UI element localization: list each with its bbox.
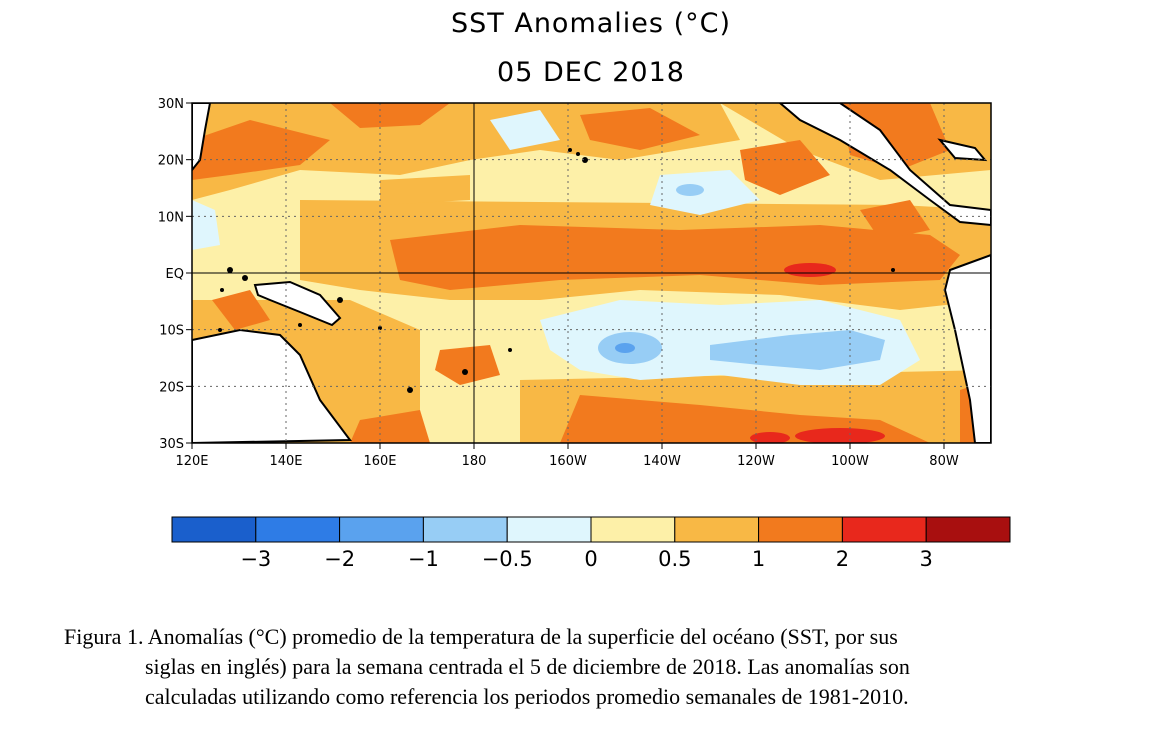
lon-tick-label: 180 — [462, 454, 487, 469]
lat-tick-label: 10N — [158, 210, 184, 225]
lon-tick-label: 100W — [831, 454, 869, 469]
reference-lines — [192, 103, 991, 443]
lon-tick-label: 160W — [549, 454, 587, 469]
colorbar: −3 −2 −1 −0.5 0 0.5 1 2 3 — [171, 516, 1011, 571]
colorbar-swatch — [841, 516, 927, 543]
figure-caption: Figura 1. Anomalías (°C) promedio de la … — [64, 622, 1104, 712]
lon-tick-label: 140E — [269, 454, 302, 469]
colorbar-swatch — [674, 516, 760, 543]
lon-tick-label: 80W — [929, 454, 959, 469]
longitude-axis: 120E 140E 160E 180 160W 140W 120W 100W 80W — [175, 443, 959, 469]
colorbar-tick-label: −1 — [408, 547, 439, 571]
colorbar-tick-label: 2 — [836, 547, 849, 571]
colorbar-swatch — [590, 516, 676, 543]
caption-line-2: siglas en inglés) para la semana centrad… — [145, 654, 910, 679]
caption-line-1: Figura 1. Anomalías (°C) promedio de la … — [64, 624, 898, 649]
colorbar-tick-label: 1 — [752, 547, 765, 571]
lon-tick-label: 120E — [175, 454, 208, 469]
colorbar-swatch — [339, 516, 424, 543]
lon-tick-label: 160E — [363, 454, 396, 469]
lat-tick-label: 20S — [159, 380, 184, 395]
colorbar-swatch — [506, 516, 592, 543]
colorbar-tick-label: −3 — [240, 547, 271, 571]
colorbar-swatch — [925, 516, 1011, 543]
colorbar-tick-label: 0 — [584, 547, 597, 571]
caption-line-3: calculadas utilizando como referencia lo… — [145, 684, 909, 709]
colorbar-tick-label: 0.5 — [658, 547, 691, 571]
colorbar-swatch — [171, 516, 257, 543]
colorbar-swatch — [422, 516, 508, 543]
colorbar-tick-label: −2 — [324, 547, 355, 571]
lat-tick-label: 10S — [159, 324, 184, 339]
colorbar-swatch — [758, 516, 843, 543]
colorbar-tick-label: −0.5 — [482, 547, 533, 571]
lat-tick-label: EQ — [166, 267, 184, 282]
colorbar-tick-label: 3 — [920, 547, 933, 571]
latitude-axis: 30N 20N 10N EQ 10S 20S 30S — [158, 97, 192, 452]
colorbar-swatch — [255, 516, 341, 543]
lon-tick-label: 140W — [643, 454, 681, 469]
sst-anomaly-map: 30N 20N 10N EQ 10S 20S 30S 120E 140E 160E 180 160W… — [158, 97, 1011, 571]
lat-tick-label: 30S — [159, 437, 184, 452]
lat-tick-label: 20N — [158, 154, 184, 169]
chart-date: 05 DEC 2018 — [497, 57, 685, 88]
lon-tick-label: 120W — [737, 454, 775, 469]
chart-title: SST Anomalies (°C) — [451, 8, 731, 39]
lat-tick-label: 30N — [158, 97, 184, 112]
